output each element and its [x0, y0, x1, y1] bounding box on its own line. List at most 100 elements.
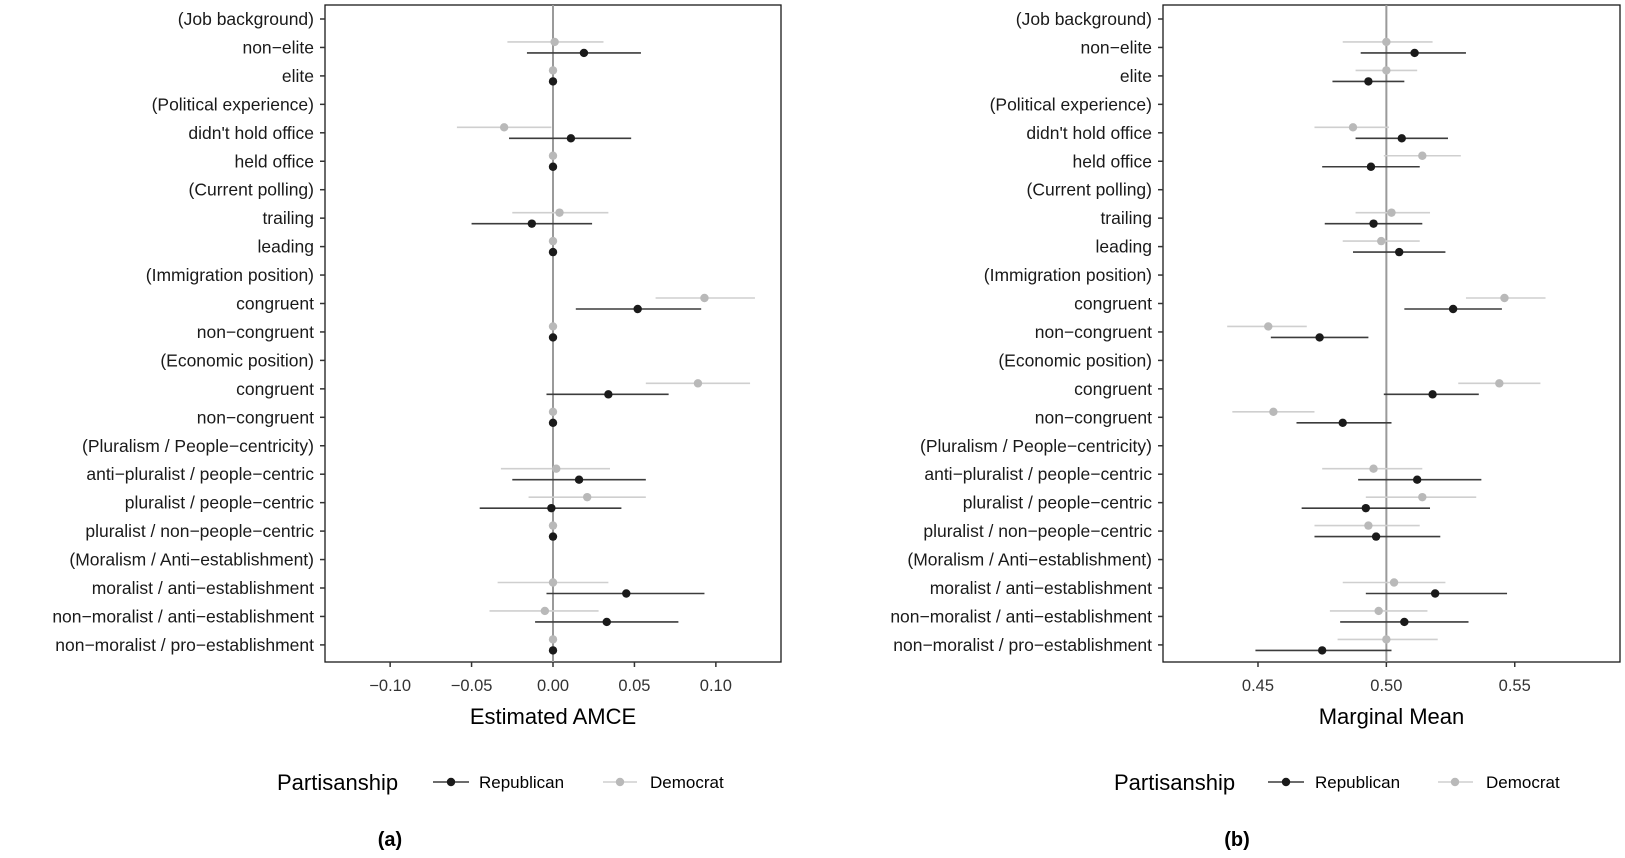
x-axis-title: Estimated AMCE	[470, 704, 636, 729]
point-estimate	[548, 578, 558, 587]
panel-a: (Job background) non−elite elite (Political…	[52, 4, 782, 851]
y-tick-label: (Pluralism / People−centricity)	[920, 436, 1152, 456]
point-estimate	[1315, 333, 1324, 342]
point-estimate	[548, 236, 558, 246]
point-estimate	[602, 617, 611, 627]
y-tick-label: (Moralism / Anti−establishment)	[907, 550, 1152, 570]
legend: Partisanship Republican Democrat	[1114, 770, 1560, 795]
y-tick-label: anti−pluralist / people−centric	[86, 464, 314, 484]
y-tick-label: pluralist / non−people−centric	[923, 521, 1152, 541]
point-estimate	[548, 333, 558, 342]
point-estimate	[1374, 606, 1383, 616]
point-estimate	[1382, 635, 1391, 644]
point-estimate	[1364, 77, 1373, 86]
x-tick-label: 0.00	[537, 677, 569, 695]
x-tick-label: 0.50	[1370, 677, 1402, 695]
point-estimate	[700, 293, 709, 303]
y-tick-label: (Current polling)	[189, 180, 314, 200]
legend-label-republican: Republican	[479, 773, 564, 792]
x-tick-label: 0.45	[1242, 677, 1274, 695]
panel-label: (b)	[1224, 829, 1250, 851]
y-tick-label: elite	[282, 66, 314, 86]
point-estimate	[1387, 208, 1396, 217]
point-estimate	[1418, 151, 1427, 160]
point-estimate	[548, 407, 558, 416]
y-tick-label: (Moralism / Anti−establishment)	[69, 550, 314, 570]
y-tick-label: didn't hold office	[1026, 123, 1152, 143]
y-tick-label: anti−pluralist / people−centric	[924, 464, 1152, 484]
point-estimate	[1264, 322, 1273, 331]
point-estimate	[574, 475, 584, 484]
point-estimate	[1430, 589, 1440, 598]
point-estimate	[1369, 464, 1378, 473]
point-estimate	[547, 503, 556, 513]
point-estimate	[548, 418, 558, 427]
y-tick-label: (Immigration position)	[146, 265, 314, 285]
point-estimate	[1369, 219, 1378, 228]
y-tick-label: (Current polling)	[1027, 180, 1152, 200]
point-estimate	[1400, 617, 1409, 627]
y-tick-label: non−congruent	[197, 322, 314, 342]
y-tick-label: held office	[1073, 151, 1152, 171]
point-estimate	[548, 521, 558, 530]
point-estimate	[622, 589, 631, 598]
plot-frame	[1162, 4, 1621, 663]
x-tick-label: 0.05	[618, 677, 650, 695]
y-tick-label: congruent	[236, 294, 314, 314]
y-tick-label: non−moralist / anti−establishment	[52, 606, 314, 626]
point-estimate	[604, 390, 613, 399]
x-tick-label: 0.55	[1499, 677, 1531, 695]
series-democrat	[456, 37, 755, 644]
legend-key-democrat-point	[1450, 777, 1460, 787]
point-estimate	[548, 66, 558, 75]
point-estimate	[1382, 37, 1391, 47]
y-tick-label: non−congruent	[197, 407, 314, 427]
point-estimate	[540, 606, 550, 616]
y-tick-label: congruent	[1074, 294, 1152, 314]
point-estimate	[548, 635, 558, 644]
legend-label-republican: Republican	[1315, 773, 1400, 792]
y-tick-label: non−moralist / pro−establishment	[893, 635, 1152, 655]
point-estimate	[527, 219, 537, 228]
y-tick-label: pluralist / non−people−centric	[85, 521, 314, 541]
point-estimate	[548, 322, 558, 331]
y-tick-label: didn't hold office	[188, 123, 314, 143]
point-estimate	[555, 208, 564, 217]
point-estimate	[1371, 532, 1381, 541]
legend-label-democrat: Democrat	[1486, 773, 1560, 792]
y-tick-label: pluralist / people−centric	[963, 493, 1152, 513]
y-tick-label: non−moralist / anti−establishment	[890, 606, 1152, 626]
legend-title: Partisanship	[277, 770, 398, 795]
x-tick-label: 0.10	[700, 677, 732, 695]
point-estimate	[548, 162, 558, 171]
point-estimate	[1412, 475, 1422, 484]
point-estimate	[693, 379, 703, 388]
point-estimate	[579, 48, 589, 58]
point-estimate	[550, 37, 559, 47]
y-tick-label: non−congruent	[1035, 322, 1152, 342]
legend-key-republican-point	[446, 777, 456, 787]
point-estimate	[548, 151, 558, 160]
y-tick-label: (Immigration position)	[984, 265, 1152, 285]
y-tick-label: trailing	[1100, 208, 1152, 228]
panel-b: (Job background) non−elite elite (Political…	[890, 4, 1621, 851]
point-estimate	[566, 134, 576, 143]
point-estimate	[552, 464, 561, 473]
point-estimate	[1317, 646, 1327, 655]
point-estimate	[1361, 503, 1371, 513]
y-tick-label: congruent	[236, 379, 314, 399]
y-tick-label: (Economic position)	[998, 350, 1152, 370]
y-tick-label: non−elite	[242, 37, 314, 57]
y-tick-label: non−elite	[1080, 37, 1152, 57]
point-estimate	[1410, 48, 1419, 58]
y-tick-label: moralist / anti−establishment	[92, 578, 314, 598]
point-estimate	[1397, 134, 1406, 143]
y-tick-label: leading	[258, 237, 314, 257]
point-estimate	[499, 123, 509, 132]
point-estimate	[1418, 492, 1427, 502]
x-tick-label: −0.10	[369, 677, 411, 695]
point-estimate	[548, 532, 558, 541]
point-estimate	[1377, 236, 1386, 246]
point-estimate	[1395, 247, 1404, 257]
